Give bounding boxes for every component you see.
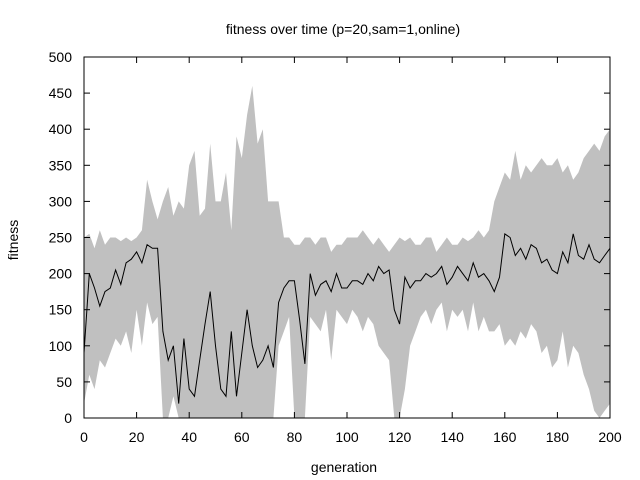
x-tick-label: 20 bbox=[129, 429, 145, 445]
y-axis-label: fitness bbox=[5, 220, 21, 260]
x-tick-label: 160 bbox=[493, 429, 517, 445]
chart-title: fitness over time (p=20,sam=1,online) bbox=[226, 21, 460, 37]
y-tick-label: 250 bbox=[49, 230, 73, 246]
plot-area: 0 20 40 60 80 100 120 140 160 180 200 0 50 100 150 200 2… bbox=[49, 49, 622, 445]
series-line bbox=[83, 233, 611, 404]
x-tick-label: 180 bbox=[546, 429, 570, 445]
y-tick-label: 200 bbox=[49, 266, 73, 282]
x-tick-label: 80 bbox=[287, 429, 303, 445]
x-tick-label: 120 bbox=[388, 429, 412, 445]
y-tick-label: 300 bbox=[49, 193, 73, 209]
y-tick-label: 0 bbox=[64, 410, 72, 426]
y-tick-label: 100 bbox=[49, 338, 73, 354]
x-tick-label: 60 bbox=[234, 429, 250, 445]
series-band bbox=[84, 85, 610, 419]
y-tick-label: 400 bbox=[49, 121, 73, 137]
x-tick-label: 100 bbox=[335, 429, 359, 445]
y-tick-label: 500 bbox=[49, 49, 73, 65]
y-tick-label: 150 bbox=[49, 302, 73, 318]
x-tick-label: 40 bbox=[181, 429, 197, 445]
y-tick-label: 450 bbox=[49, 85, 73, 101]
y-tick-label: 350 bbox=[49, 157, 73, 173]
y-tick-label: 50 bbox=[56, 374, 72, 390]
x-tick-label: 0 bbox=[80, 429, 88, 445]
x-tick-label: 200 bbox=[598, 429, 622, 445]
x-axis-label: generation bbox=[311, 459, 377, 475]
x-tick-label: 140 bbox=[441, 429, 465, 445]
